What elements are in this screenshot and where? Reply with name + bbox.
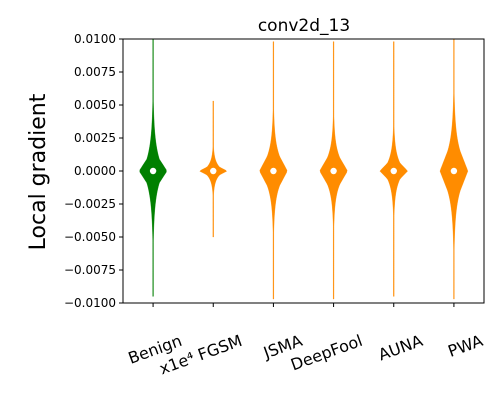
y-tick-label: −0.0050 [64,230,116,244]
median-point-5 [390,167,397,175]
x-tick-label: AUNA [376,331,425,364]
median-point-4 [330,167,337,175]
y-tick-label: 0.0100 [74,32,116,46]
x-tick-label: PWA [445,331,485,361]
y-tick-label: −0.0075 [64,263,116,277]
chart-title: conv2d_13 [258,16,350,36]
y-axis-ticks: 0.0100 0.0075 0.0050 0.0025 0.0000 −0.0025 −0.… [64,32,123,310]
median-point-6 [450,167,458,175]
median-point-3 [270,167,277,175]
y-tick-label: −0.0100 [64,296,116,310]
y-tick-label: 0.0000 [74,164,116,178]
y-axis-label: Local gradient [26,93,51,250]
y-tick-label: −0.0025 [64,197,116,211]
violin-1 [139,38,167,297]
y-tick-label: 0.0050 [74,98,116,112]
violins [139,38,468,300]
median-point-2 [210,167,217,175]
median-point-1 [149,167,157,175]
y-tick-label: 0.0075 [74,65,116,79]
y-tick-label: 0.0025 [74,131,116,145]
plot-frame [122,38,485,304]
